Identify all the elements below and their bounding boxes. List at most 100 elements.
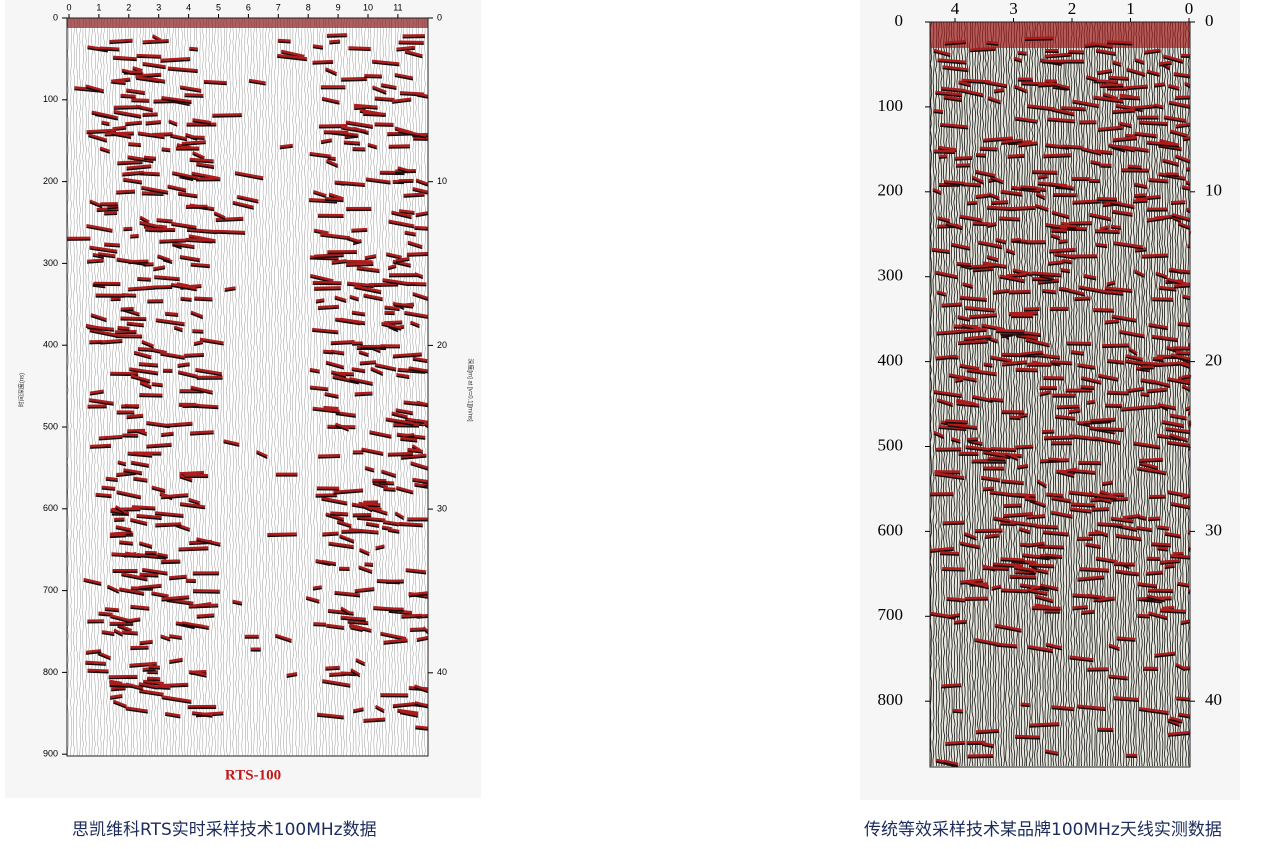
reflection: [391, 97, 412, 103]
reflection: [173, 327, 183, 333]
reflection: [232, 599, 243, 605]
reflection: [164, 311, 179, 316]
reflection: [359, 547, 370, 555]
reflection: [1054, 252, 1076, 259]
reflection: [330, 513, 349, 517]
reflection: [110, 511, 128, 516]
reflection: [139, 639, 153, 644]
reflection: [327, 158, 336, 162]
reflection: [1171, 215, 1191, 222]
reflection: [1018, 143, 1038, 148]
reflection: [936, 332, 961, 336]
reflection: [385, 419, 414, 427]
reflection: [975, 731, 1000, 735]
reflection: [1136, 528, 1153, 533]
reflection: [112, 79, 126, 84]
reflection: [326, 33, 347, 37]
reflection: [965, 447, 992, 453]
reflection: [1051, 707, 1075, 712]
reflection: [1072, 607, 1088, 611]
reflection: [160, 59, 191, 63]
reflection: [988, 194, 1000, 201]
left-axis-label: 时间深度(ns): [18, 373, 26, 407]
reflection: [400, 456, 427, 460]
reflection: [975, 728, 1000, 733]
reflection: [1125, 133, 1137, 138]
reflection: [232, 602, 243, 606]
reflection: [1024, 307, 1040, 311]
reflection: [1098, 599, 1111, 603]
reflection: [98, 434, 123, 440]
reflection: [1140, 392, 1150, 396]
reflection: [1128, 347, 1138, 355]
reflection: [1035, 524, 1058, 529]
reflection: [1077, 704, 1106, 710]
reflection: [354, 391, 373, 395]
reflection: [935, 270, 959, 278]
reflection: [1134, 271, 1145, 278]
reflection: [1185, 207, 1191, 212]
reflection: [142, 669, 156, 672]
reflection: [365, 521, 380, 527]
reflection: [132, 66, 143, 72]
reflection: [407, 243, 423, 250]
reflection: [196, 164, 215, 170]
reflection: [406, 254, 429, 257]
reflection: [365, 179, 391, 185]
reflection: [1133, 106, 1157, 111]
reflection: [1013, 59, 1023, 64]
reflection: [990, 175, 1004, 183]
reflection: [320, 235, 350, 241]
reflection: [141, 567, 168, 575]
reflection: [189, 49, 198, 52]
reflection: [1169, 716, 1183, 723]
reflection: [105, 476, 118, 481]
reflection: [1031, 567, 1049, 574]
reflection: [983, 364, 993, 368]
reflection: [1152, 297, 1174, 301]
reflection: [172, 173, 199, 181]
reflection: [116, 189, 136, 194]
direct-wave: [67, 18, 428, 28]
left-tick-label: 100: [43, 94, 58, 104]
reflection: [1001, 360, 1028, 366]
reflection: [347, 621, 369, 626]
reflection: [1014, 87, 1028, 94]
top-tick-label: 8: [306, 2, 311, 12]
reflection: [1077, 423, 1091, 428]
reflection: [196, 613, 215, 618]
reflection: [1012, 268, 1033, 276]
reflection: [339, 536, 355, 544]
right-tick-label: 10: [1205, 181, 1222, 200]
reflection: [945, 221, 963, 229]
reflection: [1114, 562, 1135, 566]
reflection: [972, 224, 991, 227]
reflection: [1039, 275, 1055, 281]
reflection: [938, 427, 967, 432]
reflection: [1077, 365, 1095, 370]
reflection: [130, 463, 150, 468]
reflection: [374, 363, 397, 371]
reflection: [169, 634, 182, 639]
reflection: [329, 672, 346, 676]
reflection: [375, 544, 385, 549]
reflection: [957, 342, 988, 346]
reflection: [168, 119, 178, 126]
reflection: [1146, 143, 1178, 148]
reflection: [967, 439, 978, 442]
reflection: [322, 531, 339, 536]
reflection: [415, 180, 429, 187]
reflection: [1102, 92, 1118, 100]
reflection: [1097, 125, 1123, 131]
reflection: [1090, 162, 1101, 167]
reflection: [1072, 99, 1100, 107]
reflection: [358, 567, 373, 575]
reflection: [334, 297, 347, 303]
reflection: [354, 287, 382, 295]
reflection: [314, 253, 344, 258]
reflection: [948, 615, 960, 619]
reflection: [130, 376, 151, 384]
reflection: [1069, 507, 1092, 513]
reflection: [969, 263, 999, 268]
reflection: [1072, 199, 1101, 204]
